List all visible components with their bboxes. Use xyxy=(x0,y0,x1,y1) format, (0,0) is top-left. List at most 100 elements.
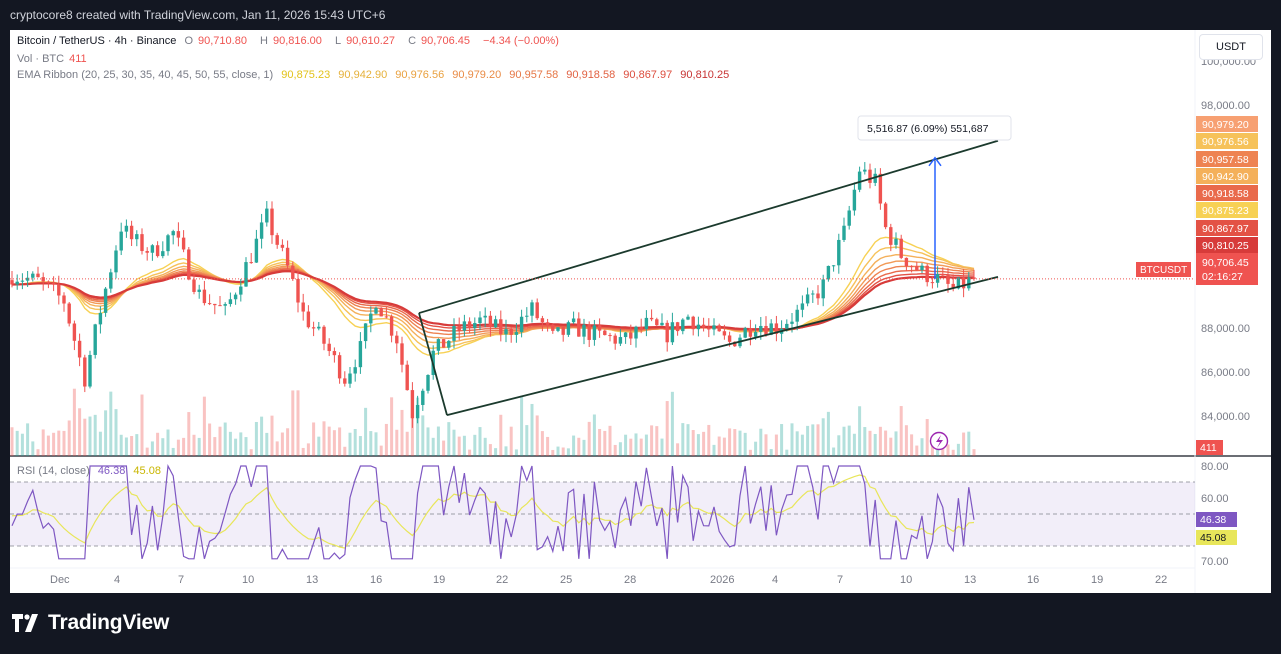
candle-body xyxy=(332,351,337,356)
time-tick: 19 xyxy=(433,574,445,586)
volume-bar xyxy=(67,420,71,456)
volume-bar xyxy=(130,436,134,456)
close-label: C xyxy=(408,35,417,47)
candle-body xyxy=(369,313,373,324)
candle-body xyxy=(956,277,961,289)
volume-bar xyxy=(20,433,24,456)
volume-bar xyxy=(816,424,820,456)
candle-body xyxy=(566,322,571,335)
volume-bar xyxy=(275,441,279,456)
volume-bar xyxy=(473,434,477,456)
candle-body xyxy=(587,324,591,340)
price-change: −4.34 (−0.00%) xyxy=(483,35,559,47)
volume-bar xyxy=(374,432,378,456)
volume-bar xyxy=(712,444,716,456)
candle-body xyxy=(951,283,955,289)
symbol-name[interactable]: Bitcoin / TetherUS · 4h · Binance xyxy=(17,35,177,47)
volume-legend[interactable]: Vol · BTC 411 xyxy=(17,53,92,65)
candle-body xyxy=(847,210,851,226)
candle-body xyxy=(571,318,576,323)
volume-bar xyxy=(15,430,19,456)
ema-value-35: 90,979.20 xyxy=(452,69,502,81)
rsi-line xyxy=(11,463,975,560)
candle-body xyxy=(462,321,467,331)
candle-body xyxy=(930,282,935,284)
candle-body xyxy=(72,323,77,341)
currency-button[interactable]: USDT xyxy=(1199,34,1263,60)
candle-body xyxy=(244,262,248,287)
volume-bar xyxy=(738,430,742,456)
candle-body xyxy=(114,250,118,273)
ema-line-55 xyxy=(11,270,974,331)
candle-body xyxy=(909,266,914,268)
candle-body xyxy=(415,404,420,419)
volume-bar xyxy=(436,426,440,456)
chart-panel[interactable]: 5,516.87 (6.09%) 551,687 100,000.00 98,000… xyxy=(10,30,1271,593)
volume-bar xyxy=(478,427,482,456)
volume-bar xyxy=(442,440,446,456)
candle-body xyxy=(447,340,451,348)
volume-bar xyxy=(868,430,872,456)
volume-bar xyxy=(644,434,648,456)
rsi-tick: 60.00 xyxy=(1201,493,1229,505)
time-tick: 22 xyxy=(1155,574,1167,586)
volume-bar xyxy=(254,421,258,456)
volume-bar xyxy=(88,416,92,456)
candle-body xyxy=(623,332,628,338)
rsi-legend[interactable]: RSI (14, close) 46.38 45.08 xyxy=(17,465,166,477)
candle-body xyxy=(857,171,862,190)
candle-body xyxy=(769,323,773,335)
candle-body xyxy=(852,189,857,211)
volume-bar xyxy=(192,434,196,456)
rsi-ma-value-label xyxy=(1196,530,1237,545)
candle-body xyxy=(15,281,19,285)
candle-body xyxy=(530,302,534,316)
volume-bar xyxy=(322,421,326,456)
candle-body xyxy=(426,374,430,391)
ohlc-high: H 90,816.00 xyxy=(260,35,327,47)
volume-bar xyxy=(967,431,971,456)
candle-body xyxy=(681,319,685,332)
volume-bar xyxy=(98,431,102,456)
candle-body xyxy=(301,302,305,312)
volume-bar xyxy=(447,422,451,456)
volume-bar xyxy=(852,433,856,456)
volume-bar xyxy=(239,432,243,456)
volume-bar xyxy=(312,422,316,456)
measure-label-text: 5,516.87 (6.09%) 551,687 xyxy=(867,123,989,135)
rsi-lines xyxy=(11,463,975,560)
candle-body xyxy=(878,173,883,204)
volume-bar xyxy=(504,446,508,456)
high-label: H xyxy=(260,35,268,47)
volume-bar xyxy=(431,437,435,456)
candle-body xyxy=(150,245,155,253)
volume-bar xyxy=(551,449,555,456)
volume-bar xyxy=(702,431,706,456)
ema-legend[interactable]: EMA Ribbon (20, 25, 30, 35, 40, 45, 50, … xyxy=(17,69,734,81)
channel-upper-line xyxy=(418,139,999,314)
last-price-label xyxy=(1196,253,1258,285)
candle-body xyxy=(259,222,264,239)
ema-price-label xyxy=(1196,185,1258,201)
chart-svg[interactable]: 5,516.87 (6.09%) 551,687100,000.0098,000… xyxy=(10,30,1271,593)
candle-body xyxy=(675,322,680,332)
measure-arrow-head xyxy=(928,156,942,167)
lightning-icon-bolt xyxy=(936,435,943,448)
candle-body xyxy=(192,279,196,292)
volume-bar xyxy=(197,437,201,456)
volume-bar xyxy=(234,438,238,456)
low-label: L xyxy=(334,35,342,47)
candle-body xyxy=(155,245,160,257)
rsi-value-label xyxy=(1196,512,1237,527)
candle-body xyxy=(597,325,602,331)
candle-body xyxy=(649,317,654,320)
candle-body xyxy=(629,332,633,339)
ema-price-label-text: 90,867.97 xyxy=(1202,223,1249,235)
volume-bar xyxy=(348,432,352,456)
volume-bar xyxy=(592,414,596,456)
ema-price-label xyxy=(1196,151,1258,167)
candle-body xyxy=(551,324,555,331)
open-label: O xyxy=(184,35,194,47)
volume-bar xyxy=(400,409,404,456)
volume-bar xyxy=(364,407,368,456)
